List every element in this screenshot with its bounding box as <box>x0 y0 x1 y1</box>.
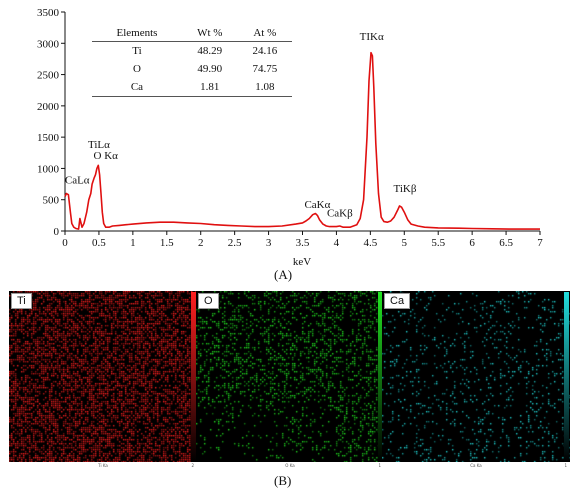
y-tick-label: 1500 <box>37 132 60 144</box>
ti-map-image <box>9 291 197 462</box>
x-tick-label: 5.5 <box>431 237 445 249</box>
at-cell: 74.75 <box>252 63 278 75</box>
spectrum-series-line <box>64 51 540 230</box>
o-map-label: O <box>198 293 219 309</box>
o-map-image <box>196 291 384 462</box>
x-tick-label: 6 <box>469 237 475 249</box>
caption-a: (A) <box>274 267 293 282</box>
y-tick-label: 3500 <box>37 7 60 19</box>
ca-map-panel: Ca Ca Ka 1 <box>382 291 570 470</box>
peak-label: TiKβ <box>393 183 416 195</box>
ca-scale-bar <box>564 292 569 462</box>
x-tick-label: 4 <box>334 237 340 249</box>
at-cell: 24.16 <box>252 45 278 57</box>
x-tick-label: 0 <box>62 237 68 249</box>
y-tick-label: 2500 <box>37 70 60 82</box>
table-row: O 49.90 74.75 <box>92 60 292 78</box>
y-tick-label: 1000 <box>37 163 60 175</box>
peak-label: O Kα <box>94 150 119 162</box>
ti-footer-label: Ti Ka <box>98 463 108 468</box>
wt-cell: 49.90 <box>197 63 223 75</box>
wt-cell: 48.29 <box>197 45 223 57</box>
x-tick-label: 2 <box>198 237 204 249</box>
x-tick-label: 6.5 <box>499 237 513 249</box>
caption-b: (B) <box>274 473 292 488</box>
ca-map-label: Ca <box>384 293 411 309</box>
o-map-footer: O Ka 1 <box>196 462 384 470</box>
ti-map-label: Ti <box>11 293 32 309</box>
y-tick-label: 3000 <box>37 38 60 50</box>
x-tick-label: 1.5 <box>160 237 174 249</box>
x-tick-label: 1 <box>130 237 136 249</box>
element-cell: O <box>132 63 141 75</box>
wt-cell: 1.81 <box>181 78 238 97</box>
at-cell: 1.08 <box>237 78 292 97</box>
x-tick-label: 5 <box>402 237 408 249</box>
header-elements: Elements <box>92 24 182 42</box>
o-map-panel: O O Ka 1 <box>196 291 384 470</box>
y-tick-label: 2000 <box>37 101 60 113</box>
y-tick-label: 500 <box>43 195 60 207</box>
peak-label: TiLα <box>88 139 110 151</box>
ti-scale-bar <box>191 292 196 462</box>
peak-label: CaKα <box>304 199 330 211</box>
x-tick-label: 4.5 <box>363 237 377 249</box>
ca-map-image <box>382 291 570 462</box>
peak-label: TIKα <box>360 31 384 43</box>
peak-label: CaLα <box>65 174 90 186</box>
header-at: At % <box>237 24 292 42</box>
x-tick-label: 3 <box>266 237 272 249</box>
y-tick-label: 0 <box>54 226 60 238</box>
table-header-row: Elements Wt % At % <box>92 24 292 42</box>
x-tick-label: 0.5 <box>92 237 106 249</box>
ca-scale-max: 1 <box>564 463 567 468</box>
ca-footer-label: Ca Ka <box>470 463 482 468</box>
o-scale-bar <box>378 292 383 462</box>
element-cell: Ca <box>92 78 182 97</box>
table-row: Ti 48.29 24.16 <box>92 42 292 61</box>
x-tick-label: 7 <box>537 237 543 249</box>
o-footer-label: O Ka <box>285 463 295 468</box>
eds-spectrum-chart: 0 0.5 1 1.5 2 2.5 3 3.5 4 4.5 5 5.5 6 6.5 7 0 500 1000 15… <box>37 7 543 268</box>
table-row: Ca 1.81 1.08 <box>92 78 292 97</box>
header-wt: Wt % <box>181 24 238 42</box>
x-tick-label: 3.5 <box>296 237 310 249</box>
x-tick-label: 2.5 <box>228 237 242 249</box>
ti-map-panel: Ti Ti Ka 2 <box>9 291 197 470</box>
peak-label: CaKβ <box>327 208 353 220</box>
element-cell: Ti <box>132 45 142 57</box>
x-axis-label: keV <box>293 256 311 268</box>
o-scale-max: 1 <box>378 463 381 468</box>
ca-map-footer: Ca Ka 1 <box>382 462 570 470</box>
ti-scale-max: 2 <box>191 463 194 468</box>
composition-table: Elements Wt % At % Ti 48.29 24.16 O 49.9… <box>92 24 292 97</box>
ti-map-footer: Ti Ka 2 <box>9 462 197 470</box>
